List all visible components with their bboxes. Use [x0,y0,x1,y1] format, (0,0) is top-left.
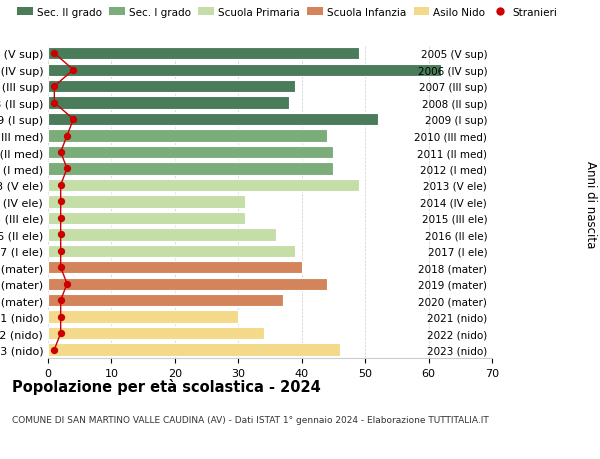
Point [56,215,65,222]
Point [68,116,78,123]
Point [56,313,65,321]
Point [56,247,65,255]
Bar [48,311,238,323]
Point [56,182,65,189]
Bar [48,327,263,340]
Bar [48,97,289,110]
Point [56,297,65,304]
Point [56,149,65,157]
Bar [48,81,295,93]
Bar [48,262,302,274]
Point [62,133,72,140]
Bar [48,146,334,159]
Point [50,100,59,107]
Bar [48,344,340,356]
Text: COMUNE DI SAN MARTINO VALLE CAUDINA (AV) - Dati ISTAT 1° gennaio 2024 - Elaboraz: COMUNE DI SAN MARTINO VALLE CAUDINA (AV)… [12,415,489,425]
Bar [48,114,378,126]
Bar [48,64,441,77]
Bar [48,245,295,257]
Bar [48,294,283,307]
Point [50,83,59,90]
Bar [48,130,327,142]
Bar [48,229,277,241]
Text: Anni di nascita: Anni di nascita [584,161,597,248]
Text: Popolazione per età scolastica - 2024: Popolazione per età scolastica - 2024 [12,379,321,395]
Point [56,330,65,337]
Bar [48,278,327,290]
Bar [48,212,245,224]
Point [56,231,65,239]
Legend: Sec. II grado, Sec. I grado, Scuola Primaria, Scuola Infanzia, Asilo Nido, Stran: Sec. II grado, Sec. I grado, Scuola Prim… [17,7,557,17]
Bar [48,48,359,60]
Bar [48,163,334,175]
Point [50,346,59,353]
Point [50,50,59,58]
Point [62,280,72,288]
Bar [48,179,359,192]
Point [62,165,72,173]
Bar [48,196,245,208]
Point [56,264,65,271]
Point [68,67,78,74]
Point [56,198,65,206]
